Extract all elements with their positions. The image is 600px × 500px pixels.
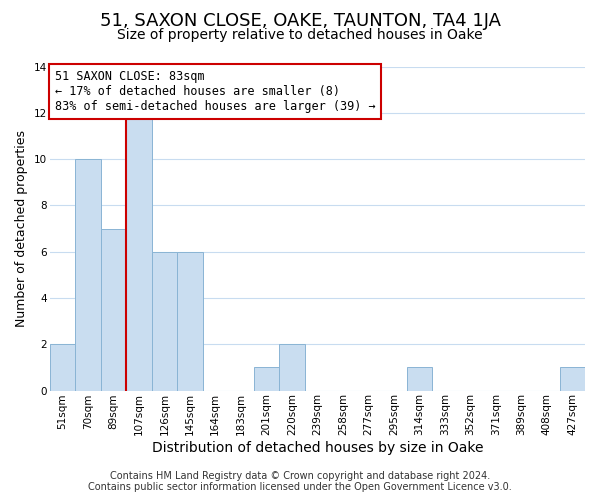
Bar <box>279 344 305 391</box>
Bar <box>177 252 203 390</box>
Text: 51, SAXON CLOSE, OAKE, TAUNTON, TA4 1JA: 51, SAXON CLOSE, OAKE, TAUNTON, TA4 1JA <box>100 12 500 30</box>
X-axis label: Distribution of detached houses by size in Oake: Distribution of detached houses by size … <box>152 441 483 455</box>
Bar <box>50 344 75 391</box>
Bar <box>254 368 279 390</box>
Bar <box>126 113 152 390</box>
Bar <box>152 252 177 390</box>
Text: Size of property relative to detached houses in Oake: Size of property relative to detached ho… <box>117 28 483 42</box>
Text: 51 SAXON CLOSE: 83sqm
← 17% of detached houses are smaller (8)
83% of semi-detac: 51 SAXON CLOSE: 83sqm ← 17% of detached … <box>55 70 376 112</box>
Bar <box>75 159 101 390</box>
Bar <box>560 368 585 390</box>
Text: Contains HM Land Registry data © Crown copyright and database right 2024.
Contai: Contains HM Land Registry data © Crown c… <box>88 471 512 492</box>
Bar <box>407 368 432 390</box>
Bar <box>101 228 126 390</box>
Y-axis label: Number of detached properties: Number of detached properties <box>15 130 28 327</box>
